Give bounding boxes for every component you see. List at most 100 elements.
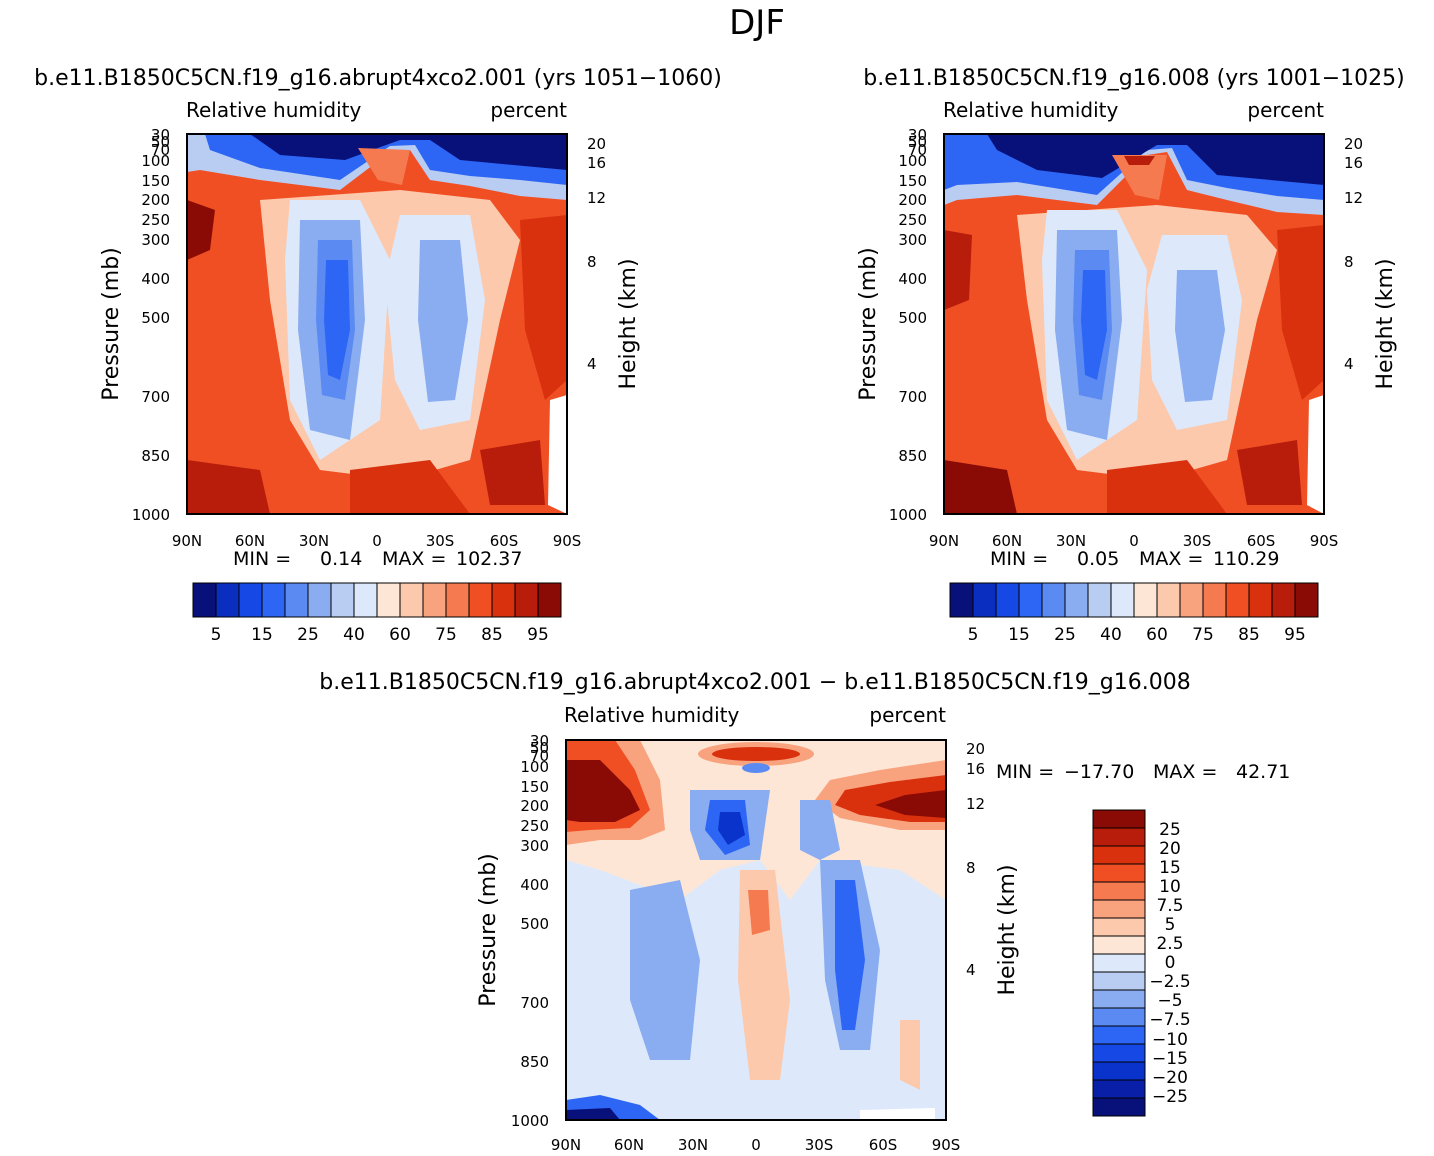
- x-tick-label: 0: [751, 1136, 761, 1154]
- colorbar-swatch: [284, 582, 309, 618]
- plot-frame: [186, 133, 568, 515]
- left-string: Relative humidity: [943, 98, 1118, 122]
- y-tick-label: 1000: [511, 1112, 549, 1130]
- colorbar-swatch: [261, 582, 286, 618]
- y-tick-label: 850: [520, 1053, 549, 1071]
- min-label: MIN =: [233, 548, 291, 570]
- contour-field: [187, 134, 567, 514]
- colorbar-swatch: [330, 582, 355, 618]
- y-tick-label: 1000: [889, 506, 927, 524]
- colorbar-swatch: [1092, 1079, 1146, 1099]
- colorbar-label: 0: [1165, 953, 1176, 973]
- y-tick-label: 70: [908, 141, 927, 159]
- y-tick-label: 150: [141, 172, 170, 190]
- y-tick-label: 100: [520, 758, 549, 776]
- max-label: MAX =: [382, 548, 446, 570]
- x-tick-label: 30S: [805, 1136, 834, 1154]
- y-tick-label: 30: [151, 126, 170, 144]
- x-tick-label: 60S: [1247, 532, 1276, 550]
- y-tick-label: 300: [898, 231, 927, 249]
- colorbar-label: 5: [211, 625, 222, 645]
- colorbar-label: 25: [1054, 625, 1076, 645]
- colorbar-label: −10: [1152, 1030, 1188, 1050]
- y-tick-label: 250: [898, 211, 927, 229]
- colorbar-swatch: [1092, 845, 1146, 865]
- colorbar-swatch: [1133, 582, 1158, 618]
- left-string: Relative humidity: [564, 703, 739, 727]
- colorbar-swatch: [1018, 582, 1043, 618]
- colorbar-swatch: [995, 582, 1020, 618]
- colorbar-swatch: [1156, 582, 1181, 618]
- min-value: 0.14: [320, 548, 362, 570]
- y-tick-label: 1000: [132, 506, 170, 524]
- y2-tick-label: 12: [587, 189, 606, 207]
- colorbar-swatch: [238, 582, 263, 618]
- y2-tick-label: 20: [587, 135, 606, 153]
- colorbar-swatch: [376, 582, 401, 618]
- min-value: 0.05: [1077, 548, 1119, 570]
- colorbar-swatch: [1092, 1061, 1146, 1081]
- y2-axis-label: Height (km): [1373, 258, 1398, 389]
- colorbar-label: −2.5: [1149, 972, 1190, 992]
- colorbar-swatch: [1092, 935, 1146, 955]
- colorbar-swatch: [1092, 1007, 1146, 1027]
- colorbar-swatch: [1092, 953, 1146, 973]
- colorbar-swatch: [1087, 582, 1112, 618]
- y2-tick-label: 20: [966, 740, 985, 758]
- colorbar-swatch: [1064, 582, 1089, 618]
- colorbar-swatch: [1179, 582, 1204, 618]
- right-string: percent: [1247, 98, 1324, 122]
- plot-frame: [943, 133, 1325, 515]
- colorbar-swatch: [1225, 582, 1250, 618]
- colorbar-label: −5: [1157, 991, 1182, 1011]
- y2-axis-label: Height (km): [995, 864, 1020, 995]
- y2-tick-label: 8: [1344, 253, 1354, 271]
- x-tick-label: 0: [372, 532, 382, 550]
- y2-tick-label: 8: [587, 253, 597, 271]
- colorbar-swatch: [353, 582, 378, 618]
- y-tick-label: 50: [530, 739, 549, 757]
- x-tick-label: 60S: [490, 532, 519, 550]
- colorbar-swatch: [192, 582, 217, 618]
- colorbar-swatch: [1092, 989, 1146, 1009]
- max-value: 42.71: [1236, 761, 1290, 783]
- colorbar-label: 60: [389, 625, 411, 645]
- x-tick-label: 30N: [1056, 532, 1086, 550]
- colorbar-swatch: [1294, 582, 1319, 618]
- x-tick-label: 30N: [678, 1136, 708, 1154]
- contour-field: [944, 134, 1324, 514]
- colorbar-swatch: [1092, 809, 1146, 829]
- y-tick-label: 250: [141, 211, 170, 229]
- y-tick-label: 400: [141, 270, 170, 288]
- colorbar-swatch: [422, 582, 447, 618]
- y-axis-label: Pressure (mb): [476, 853, 501, 1007]
- colorbar-swatch: [537, 582, 562, 618]
- y2-tick-label: 8: [966, 859, 976, 877]
- colorbar-swatch: [1202, 582, 1227, 618]
- colorbar-swatch: [215, 582, 240, 618]
- colorbar-label: 25: [1159, 820, 1181, 840]
- y-tick-labels: 30 50 70 100 150 200 250 300 400 500 700…: [132, 126, 170, 524]
- panel-title: b.e11.B1850C5CN.f19_g16.abrupt4xco2.001 …: [34, 66, 722, 91]
- y-tick-label: 150: [898, 172, 927, 190]
- colorbar-swatch: [972, 582, 997, 618]
- colorbar-swatch: [1248, 582, 1273, 618]
- colorbar-label: 40: [343, 625, 365, 645]
- y-tick-label: 100: [898, 152, 927, 170]
- y2-tick-label: 16: [1344, 154, 1363, 172]
- colorbar-swatch: [1092, 1025, 1146, 1045]
- y-tick-label: 200: [898, 191, 927, 209]
- x-tick-labels: 90N 60N 30N 0 30S 60S 90S: [172, 532, 581, 550]
- y2-tick-label: 12: [1344, 189, 1363, 207]
- y-tick-label: 850: [898, 447, 927, 465]
- colorbar-labels: 5 15 25 40 60 75 85 95: [211, 625, 549, 645]
- colorbar-swatch: [1041, 582, 1066, 618]
- colorbar-label: 75: [435, 625, 457, 645]
- panel-abrupt4xco2: b.e11.B1850C5CN.f19_g16.abrupt4xco2.001 …: [34, 66, 722, 645]
- min-label: MIN =: [990, 548, 1048, 570]
- colorbar-swatch: [445, 582, 470, 618]
- colorbar-label: 2.5: [1156, 934, 1183, 954]
- x-tick-label: 60N: [235, 532, 265, 550]
- x-tick-label: 90S: [553, 532, 582, 550]
- y-tick-label: 500: [898, 309, 927, 327]
